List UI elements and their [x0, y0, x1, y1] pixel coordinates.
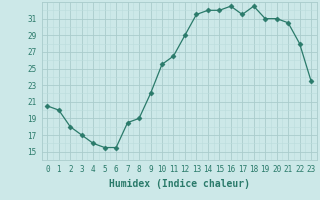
X-axis label: Humidex (Indice chaleur): Humidex (Indice chaleur): [109, 179, 250, 189]
